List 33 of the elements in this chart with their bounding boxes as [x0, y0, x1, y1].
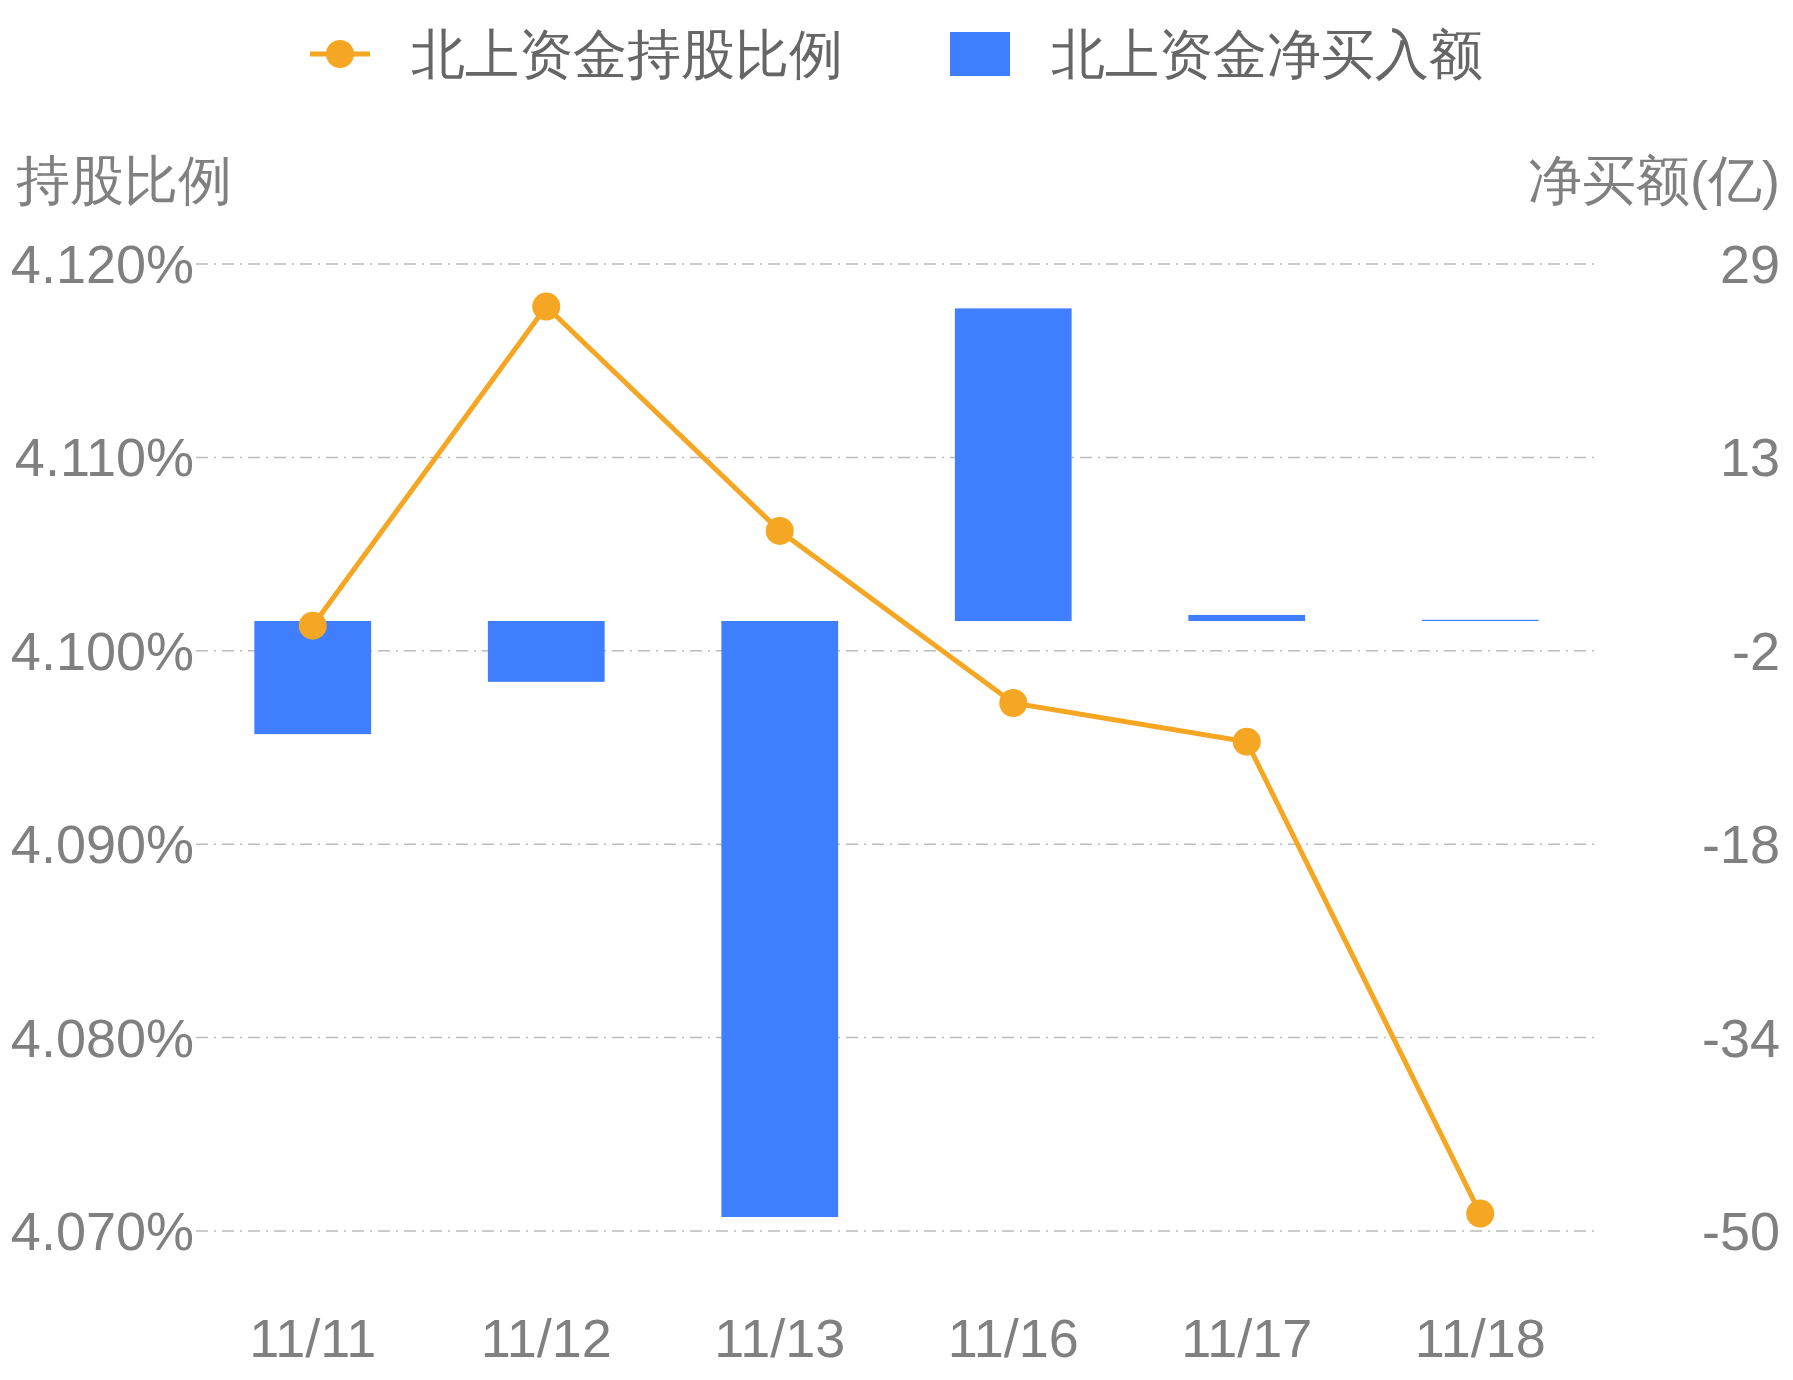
bar: [487, 621, 605, 682]
y-axis-title: 持股比例: [16, 150, 232, 210]
bar: [254, 621, 372, 735]
y2-tick-label: 29: [1719, 234, 1780, 294]
legend-label: 北上资金持股比例: [411, 24, 843, 84]
y-tick-label: 4.080%: [10, 1007, 194, 1068]
point: [298, 611, 327, 640]
point: [532, 292, 561, 321]
y2-tick-label: -18: [1701, 814, 1780, 875]
point: [1466, 1199, 1495, 1228]
x-tick-label: 11/16: [947, 1308, 1079, 1368]
y-tick-label: 4.110%: [14, 427, 194, 488]
x-tick-label: 11/13: [714, 1308, 846, 1368]
y2-tick-label: 13: [1719, 427, 1780, 488]
x-tick-label: 11/12: [480, 1308, 612, 1368]
point: [765, 516, 794, 545]
y2-tick-label: -50: [1701, 1201, 1780, 1261]
bar: [954, 308, 1072, 621]
point: [1232, 727, 1261, 756]
point: [999, 689, 1028, 718]
y-tick-label: 4.100%: [10, 620, 194, 681]
y-tick-label: 4.120%: [10, 234, 194, 294]
y2-axis-title: 净买额(亿): [1528, 150, 1780, 210]
y-tick-label: 4.090%: [10, 814, 194, 875]
x-tick-label: 11/18: [1414, 1308, 1546, 1368]
x-tick-label: 11/11: [249, 1308, 377, 1368]
legend-label: 北上资金净买入额: [1051, 24, 1483, 84]
x-tick-label: 11/17: [1181, 1308, 1313, 1368]
bar: [721, 621, 839, 1218]
y2-tick-label: -34: [1701, 1007, 1780, 1068]
y2-tick-label: -2: [1731, 620, 1780, 681]
y-tick-label: 4.070%: [10, 1201, 194, 1261]
bar: [1188, 614, 1306, 621]
